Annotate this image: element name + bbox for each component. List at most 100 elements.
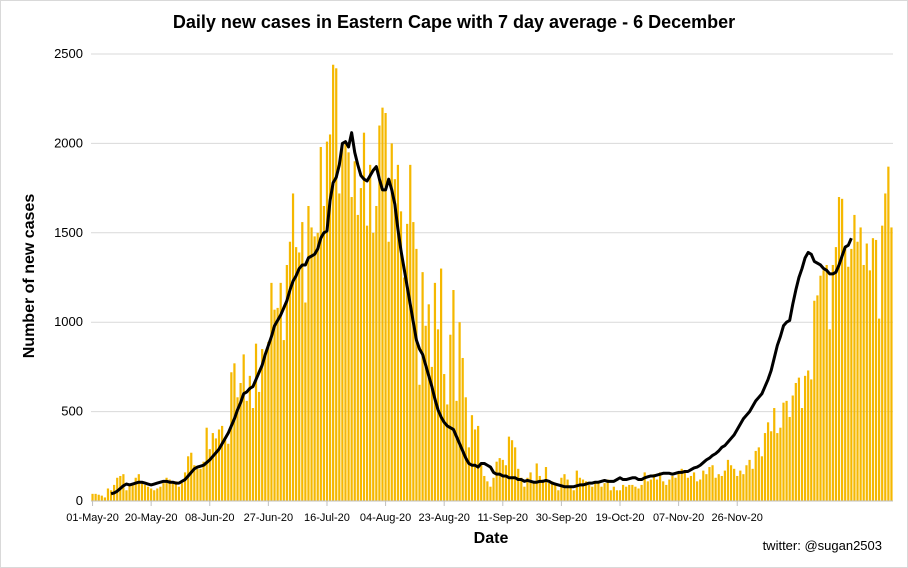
bar bbox=[304, 302, 307, 501]
bar bbox=[180, 483, 184, 501]
bar bbox=[659, 472, 662, 501]
bar bbox=[427, 304, 430, 501]
bar bbox=[328, 134, 332, 501]
bar bbox=[766, 422, 770, 501]
bar bbox=[341, 146, 344, 501]
bar bbox=[187, 456, 190, 501]
x-axis-label: Date bbox=[473, 530, 509, 547]
bar bbox=[825, 264, 828, 501]
bar bbox=[671, 475, 674, 501]
bar bbox=[837, 197, 841, 502]
bar bbox=[137, 474, 140, 501]
bar bbox=[190, 452, 193, 501]
bar bbox=[483, 475, 486, 501]
bar bbox=[433, 282, 437, 501]
bar bbox=[344, 143, 347, 501]
bar bbox=[665, 484, 668, 501]
bar bbox=[486, 481, 489, 501]
bar bbox=[369, 164, 372, 501]
bar bbox=[683, 470, 686, 501]
x-tick-label: 07-Nov-20 bbox=[653, 512, 704, 524]
x-tick-label: 30-Sep-20 bbox=[536, 512, 587, 524]
bar bbox=[461, 357, 464, 501]
bar bbox=[541, 479, 545, 501]
y-tick-label: 1500 bbox=[54, 225, 83, 240]
bar bbox=[109, 490, 113, 501]
bar bbox=[424, 325, 427, 501]
bar bbox=[514, 447, 517, 501]
bar bbox=[736, 475, 739, 501]
bar bbox=[862, 264, 865, 501]
bar bbox=[313, 236, 316, 501]
bar bbox=[295, 247, 298, 501]
bar bbox=[844, 247, 847, 501]
bar bbox=[338, 193, 341, 502]
bar bbox=[365, 225, 369, 501]
bar bbox=[612, 486, 615, 501]
bar bbox=[245, 400, 248, 501]
bar bbox=[696, 481, 699, 501]
bar bbox=[353, 161, 356, 501]
bar bbox=[220, 425, 224, 501]
bar bbox=[640, 484, 643, 501]
bar bbox=[165, 477, 168, 501]
bar bbox=[779, 427, 782, 501]
bar bbox=[615, 490, 619, 501]
bar bbox=[242, 354, 245, 501]
bar bbox=[739, 470, 742, 501]
bar bbox=[547, 483, 551, 501]
bar bbox=[390, 143, 393, 501]
bar bbox=[569, 486, 572, 501]
bar bbox=[150, 488, 153, 501]
bar bbox=[618, 490, 622, 501]
bar bbox=[699, 479, 702, 501]
y-tick-label: 2500 bbox=[54, 46, 83, 61]
bar bbox=[279, 282, 282, 501]
bar bbox=[282, 340, 285, 501]
bar bbox=[477, 425, 480, 501]
x-tick-label: 04-Aug-20 bbox=[360, 512, 411, 524]
bar bbox=[470, 415, 474, 501]
bar bbox=[523, 486, 526, 501]
bar bbox=[529, 472, 532, 501]
bar bbox=[510, 440, 514, 501]
bar bbox=[800, 408, 804, 501]
bar bbox=[729, 465, 733, 501]
bar bbox=[134, 477, 137, 501]
bar bbox=[356, 214, 359, 502]
bar bbox=[452, 290, 455, 501]
bar bbox=[258, 391, 261, 501]
bar bbox=[254, 343, 258, 501]
x-tick-label: 26-Nov-20 bbox=[712, 512, 763, 524]
bar bbox=[782, 402, 785, 501]
bar bbox=[865, 243, 868, 501]
seven-day-average-line bbox=[110, 131, 853, 496]
bar bbox=[881, 225, 884, 501]
bar bbox=[588, 484, 591, 501]
axes bbox=[91, 500, 893, 506]
bar bbox=[316, 232, 319, 502]
x-tick-label: 01-May-20 bbox=[66, 512, 119, 524]
bar bbox=[381, 107, 384, 501]
bar bbox=[538, 475, 541, 501]
x-tick-label: 20-May-20 bbox=[125, 512, 178, 524]
x-tick-label: 11-Sep-20 bbox=[478, 512, 529, 524]
y-tick-label: 1000 bbox=[54, 314, 83, 329]
bar bbox=[153, 490, 156, 501]
bar bbox=[421, 272, 424, 501]
bar bbox=[335, 68, 338, 501]
bar bbox=[652, 474, 656, 501]
bar bbox=[177, 486, 181, 501]
bar bbox=[350, 197, 353, 502]
bar bbox=[227, 443, 230, 501]
y-tick-label: 0 bbox=[76, 493, 83, 508]
bar bbox=[480, 465, 483, 501]
bar bbox=[140, 481, 144, 501]
bar bbox=[597, 483, 600, 501]
bar bbox=[199, 468, 202, 501]
bar bbox=[125, 490, 128, 501]
bar bbox=[378, 125, 381, 502]
bar bbox=[674, 477, 677, 501]
bar bbox=[803, 375, 807, 501]
bar bbox=[868, 270, 871, 501]
